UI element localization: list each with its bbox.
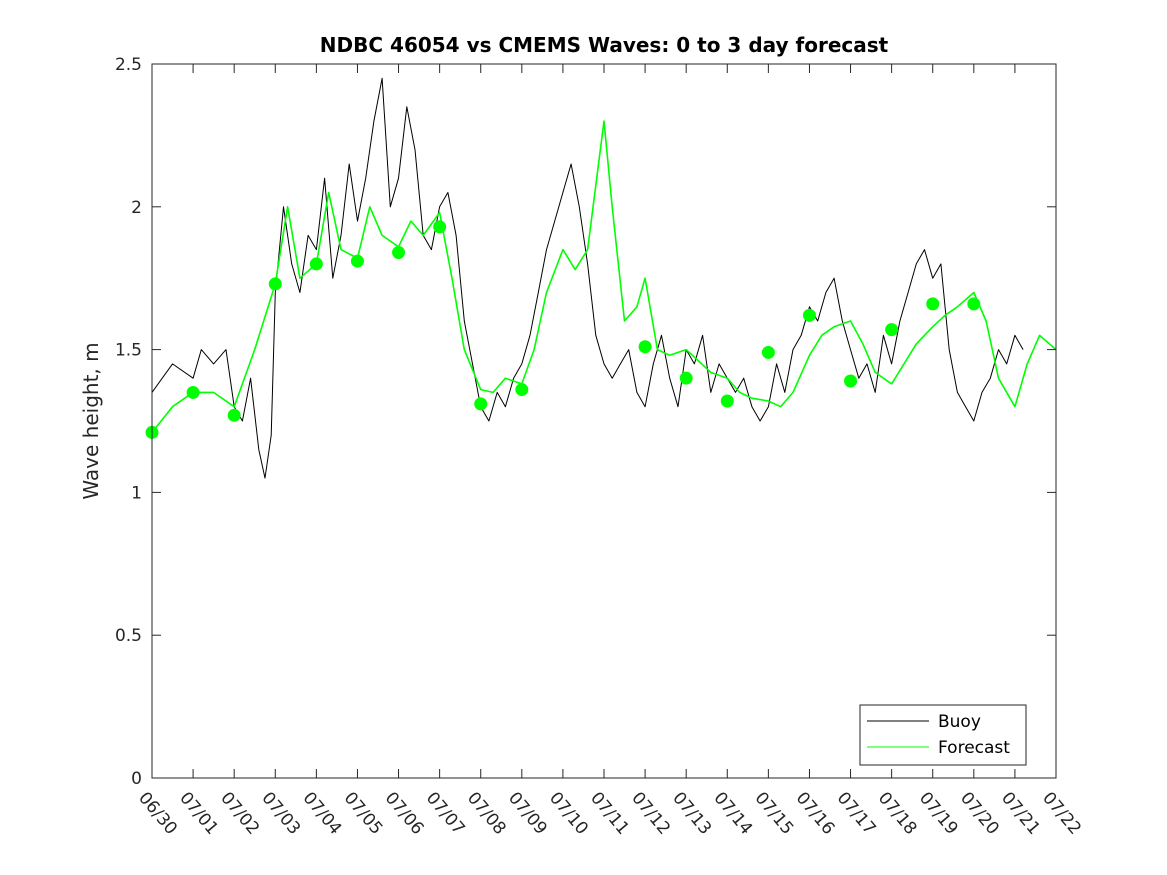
forecast-marker — [392, 245, 406, 259]
forecast-marker — [679, 371, 693, 385]
legend: Buoy Forecast — [859, 704, 1027, 766]
chart-title: NDBC 46054 vs CMEMS Waves: 0 to 3 day fo… — [320, 33, 889, 57]
forecast-marker — [885, 323, 899, 337]
forecast-marker — [844, 374, 858, 388]
forecast-marker — [268, 277, 282, 291]
series-layer — [151, 77, 1057, 479]
forecast-marker — [309, 257, 323, 271]
forecast-marker — [638, 340, 652, 354]
y-tick-label: 0 — [131, 769, 142, 789]
forecast-marker — [350, 254, 364, 268]
series-line-buoy — [151, 77, 1024, 479]
y-tick-label: 2 — [131, 198, 142, 218]
legend-label-buoy: Buoy — [938, 712, 981, 732]
y-tick-label: 0.5 — [115, 626, 142, 646]
y-tick-label: 1.5 — [115, 341, 142, 361]
legend-label-forecast: Forecast — [938, 738, 1010, 758]
forecast-marker — [186, 385, 200, 399]
forecast-marker — [761, 345, 775, 359]
forecast-marker — [227, 408, 241, 422]
y-tick-label: 2.5 — [115, 55, 142, 75]
forecast-marker — [802, 308, 816, 322]
forecast-marker — [474, 397, 488, 411]
legend-box — [859, 704, 1027, 766]
series-line-forecast — [151, 120, 1057, 433]
y-axis-label: Wave height, m — [79, 342, 103, 499]
y-tick-label: 1 — [131, 483, 142, 503]
plot-area — [152, 64, 1056, 778]
forecast-marker — [720, 394, 734, 408]
forecast-marker — [515, 383, 529, 397]
forecast-marker — [926, 297, 940, 311]
forecast-marker — [433, 220, 447, 234]
y-axis: 0 0.5 1 1.5 2 2.5 — [115, 55, 1056, 789]
forecast-marker — [967, 297, 981, 311]
